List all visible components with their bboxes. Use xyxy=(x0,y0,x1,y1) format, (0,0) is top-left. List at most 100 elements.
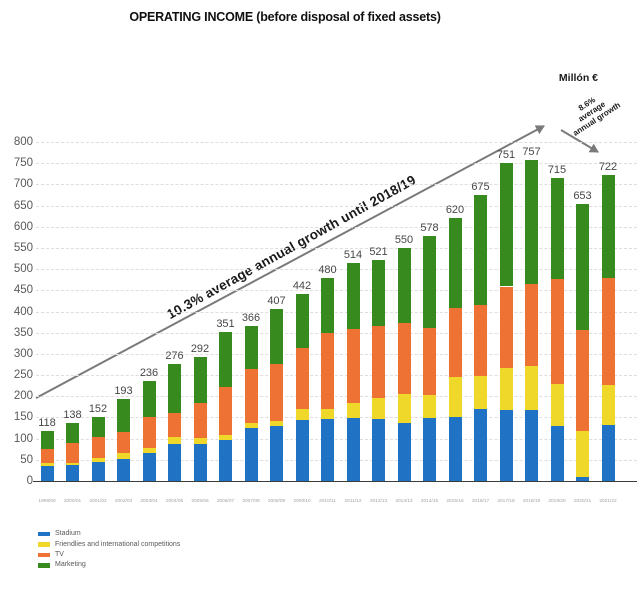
unit-label: Millón € xyxy=(558,72,598,84)
legend-item-stadium: Stadium xyxy=(38,529,180,539)
bar-segment-tv xyxy=(66,443,79,463)
bar-total-label: 550 xyxy=(394,233,414,246)
bar-segment-tv xyxy=(40,448,54,464)
gridline xyxy=(36,311,637,313)
bar-segment-marketing xyxy=(295,293,309,348)
bar-segment-stadium xyxy=(142,453,156,481)
legend-swatch-marketing xyxy=(38,563,50,568)
bar-segment-marketing xyxy=(219,332,232,388)
bar-segment-marketing xyxy=(168,364,181,414)
legend-label-stadium: Stadium xyxy=(55,530,81,538)
bar-segment-friendlies xyxy=(525,365,538,411)
gridline xyxy=(36,269,637,271)
bar-total-label: 751 xyxy=(496,148,516,161)
bar-segment-marketing xyxy=(91,416,105,438)
bar-segment-marketing xyxy=(346,263,360,329)
y-tick-label: 400 xyxy=(13,305,33,318)
x-axis-line xyxy=(33,481,637,482)
bar-segment-tv xyxy=(193,403,207,439)
bar-segment-friendlies xyxy=(576,431,589,477)
bar-segment-marketing xyxy=(448,218,462,308)
bar-segment-marketing xyxy=(576,204,589,331)
bar-segment-tv xyxy=(142,416,156,448)
gridline xyxy=(36,459,637,461)
bar-segment-stadium xyxy=(168,444,181,481)
bar-segment-marketing xyxy=(321,277,334,333)
x-tick-label: 2007/08 xyxy=(242,499,260,504)
bar-segment-tv xyxy=(448,307,462,377)
bar-segment-friendlies xyxy=(244,422,258,429)
bar-segment-tv xyxy=(397,322,411,395)
bar-segment-stadium xyxy=(295,419,309,481)
bar-total-label: 118 xyxy=(38,417,56,429)
bar-segment-friendlies xyxy=(142,447,156,454)
x-tick-label: 2000/01 xyxy=(63,499,82,504)
bar-segment-friendlies xyxy=(321,408,334,420)
bar-segment-stadium xyxy=(525,410,538,481)
x-tick-label: 2005/06 xyxy=(191,499,209,504)
bar-segment-friendlies xyxy=(193,438,207,444)
bar-segment-friendlies xyxy=(40,463,54,467)
bar-segment-stadium xyxy=(397,422,411,481)
bar-segment-stadium xyxy=(40,466,54,481)
bar-segment-stadium xyxy=(372,419,385,481)
legend-swatch-tv xyxy=(38,552,50,558)
x-tick-label: 1999/00 xyxy=(38,499,56,504)
x-tick-label: 2021/22 xyxy=(599,499,617,504)
y-tick-label: 750 xyxy=(13,157,33,170)
bar-segment-friendlies xyxy=(219,434,232,441)
bar-segment-stadium xyxy=(91,462,105,481)
bar-segment-friendlies xyxy=(397,394,411,423)
bar-segment-marketing xyxy=(40,431,54,449)
bar-segment-tv xyxy=(244,369,258,423)
bar-total-label: 193 xyxy=(114,385,133,398)
x-tick-label: 2012/13 xyxy=(369,499,388,504)
legend-label-friendlies: Friendlies and international competition… xyxy=(55,540,181,548)
legend-swatch-friendlies xyxy=(38,542,50,547)
bar-segment-tv xyxy=(499,286,513,369)
x-tick-label: 2006/07 xyxy=(216,499,235,504)
bar-segment-stadium xyxy=(576,476,589,481)
bar-segment-tv xyxy=(474,305,487,376)
bar-segment-tv xyxy=(295,347,309,409)
bar-segment-stadium xyxy=(448,417,462,481)
long-growth-arrow xyxy=(35,125,545,399)
bar-segment-tv xyxy=(219,387,232,435)
bar-segment-marketing xyxy=(193,357,207,404)
bar-segment-stadium xyxy=(193,443,207,481)
x-tick-label: 2011/12 xyxy=(344,499,362,504)
y-tick-label: 150 xyxy=(13,411,33,424)
gridline xyxy=(36,290,637,292)
bar-segment-tv xyxy=(372,325,385,399)
x-tick-label: 2004/05 xyxy=(165,499,184,504)
bar-segment-marketing xyxy=(397,247,411,323)
bar-segment-marketing xyxy=(525,160,538,284)
gridline xyxy=(36,375,637,377)
gridline xyxy=(36,142,637,143)
x-tick-label: 2008/09 xyxy=(267,499,286,504)
y-tick-label: 700 xyxy=(13,178,33,191)
bar-segment-friendlies xyxy=(448,376,462,417)
bar-segment-stadium xyxy=(550,425,564,481)
gridline xyxy=(36,438,637,440)
bar-total-label: 138 xyxy=(63,408,82,421)
bar-segment-marketing xyxy=(142,381,156,417)
short-growth-annotation: 8.6% average annual growth xyxy=(553,80,632,145)
bar-segment-tv xyxy=(270,364,283,421)
bar-segment-stadium xyxy=(244,428,258,481)
bar-segment-tv xyxy=(117,432,130,454)
bar-segment-friendlies xyxy=(474,375,487,409)
bar-segment-marketing xyxy=(423,236,436,329)
gridline xyxy=(36,353,637,355)
bar-segment-friendlies xyxy=(66,462,79,466)
x-tick-label: 2010/11 xyxy=(319,499,336,504)
y-tick-label: 650 xyxy=(13,199,33,212)
bar-segment-stadium xyxy=(423,418,436,481)
x-tick-label: 2016/17 xyxy=(471,499,490,504)
x-tick-label: 2015/16 xyxy=(446,499,464,504)
bar-total-label: 521 xyxy=(369,246,388,259)
bar-total-label: 578 xyxy=(420,222,439,235)
y-tick-label: 800 xyxy=(13,136,33,148)
y-tick-label: 350 xyxy=(13,326,33,339)
